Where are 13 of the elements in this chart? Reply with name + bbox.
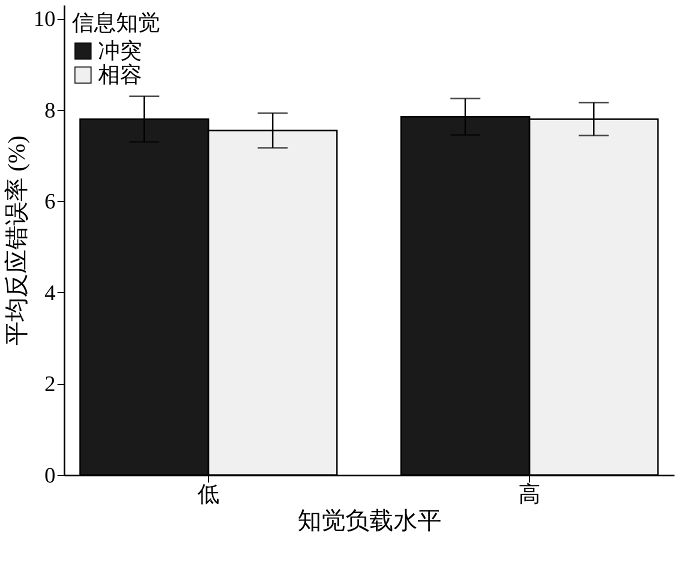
y-axis-title: 平均反应错误率 (%) xyxy=(4,136,30,346)
x-tick-label: 低 xyxy=(197,482,220,506)
legend-label: 冲突 xyxy=(98,38,142,63)
legend-title: 信息知觉 xyxy=(72,10,160,35)
legend-label: 相容 xyxy=(98,62,142,87)
y-tick-label: 10 xyxy=(34,6,56,32)
y-tick-label: 0 xyxy=(44,462,56,488)
x-axis-title: 知觉负载水平 xyxy=(298,508,442,534)
y-tick-label: 4 xyxy=(44,280,56,305)
y-tick-label: 6 xyxy=(44,188,56,214)
x-tick-label: 高 xyxy=(518,482,541,506)
y-tick-label: 2 xyxy=(44,371,56,396)
y-tick-label: 8 xyxy=(44,97,56,122)
